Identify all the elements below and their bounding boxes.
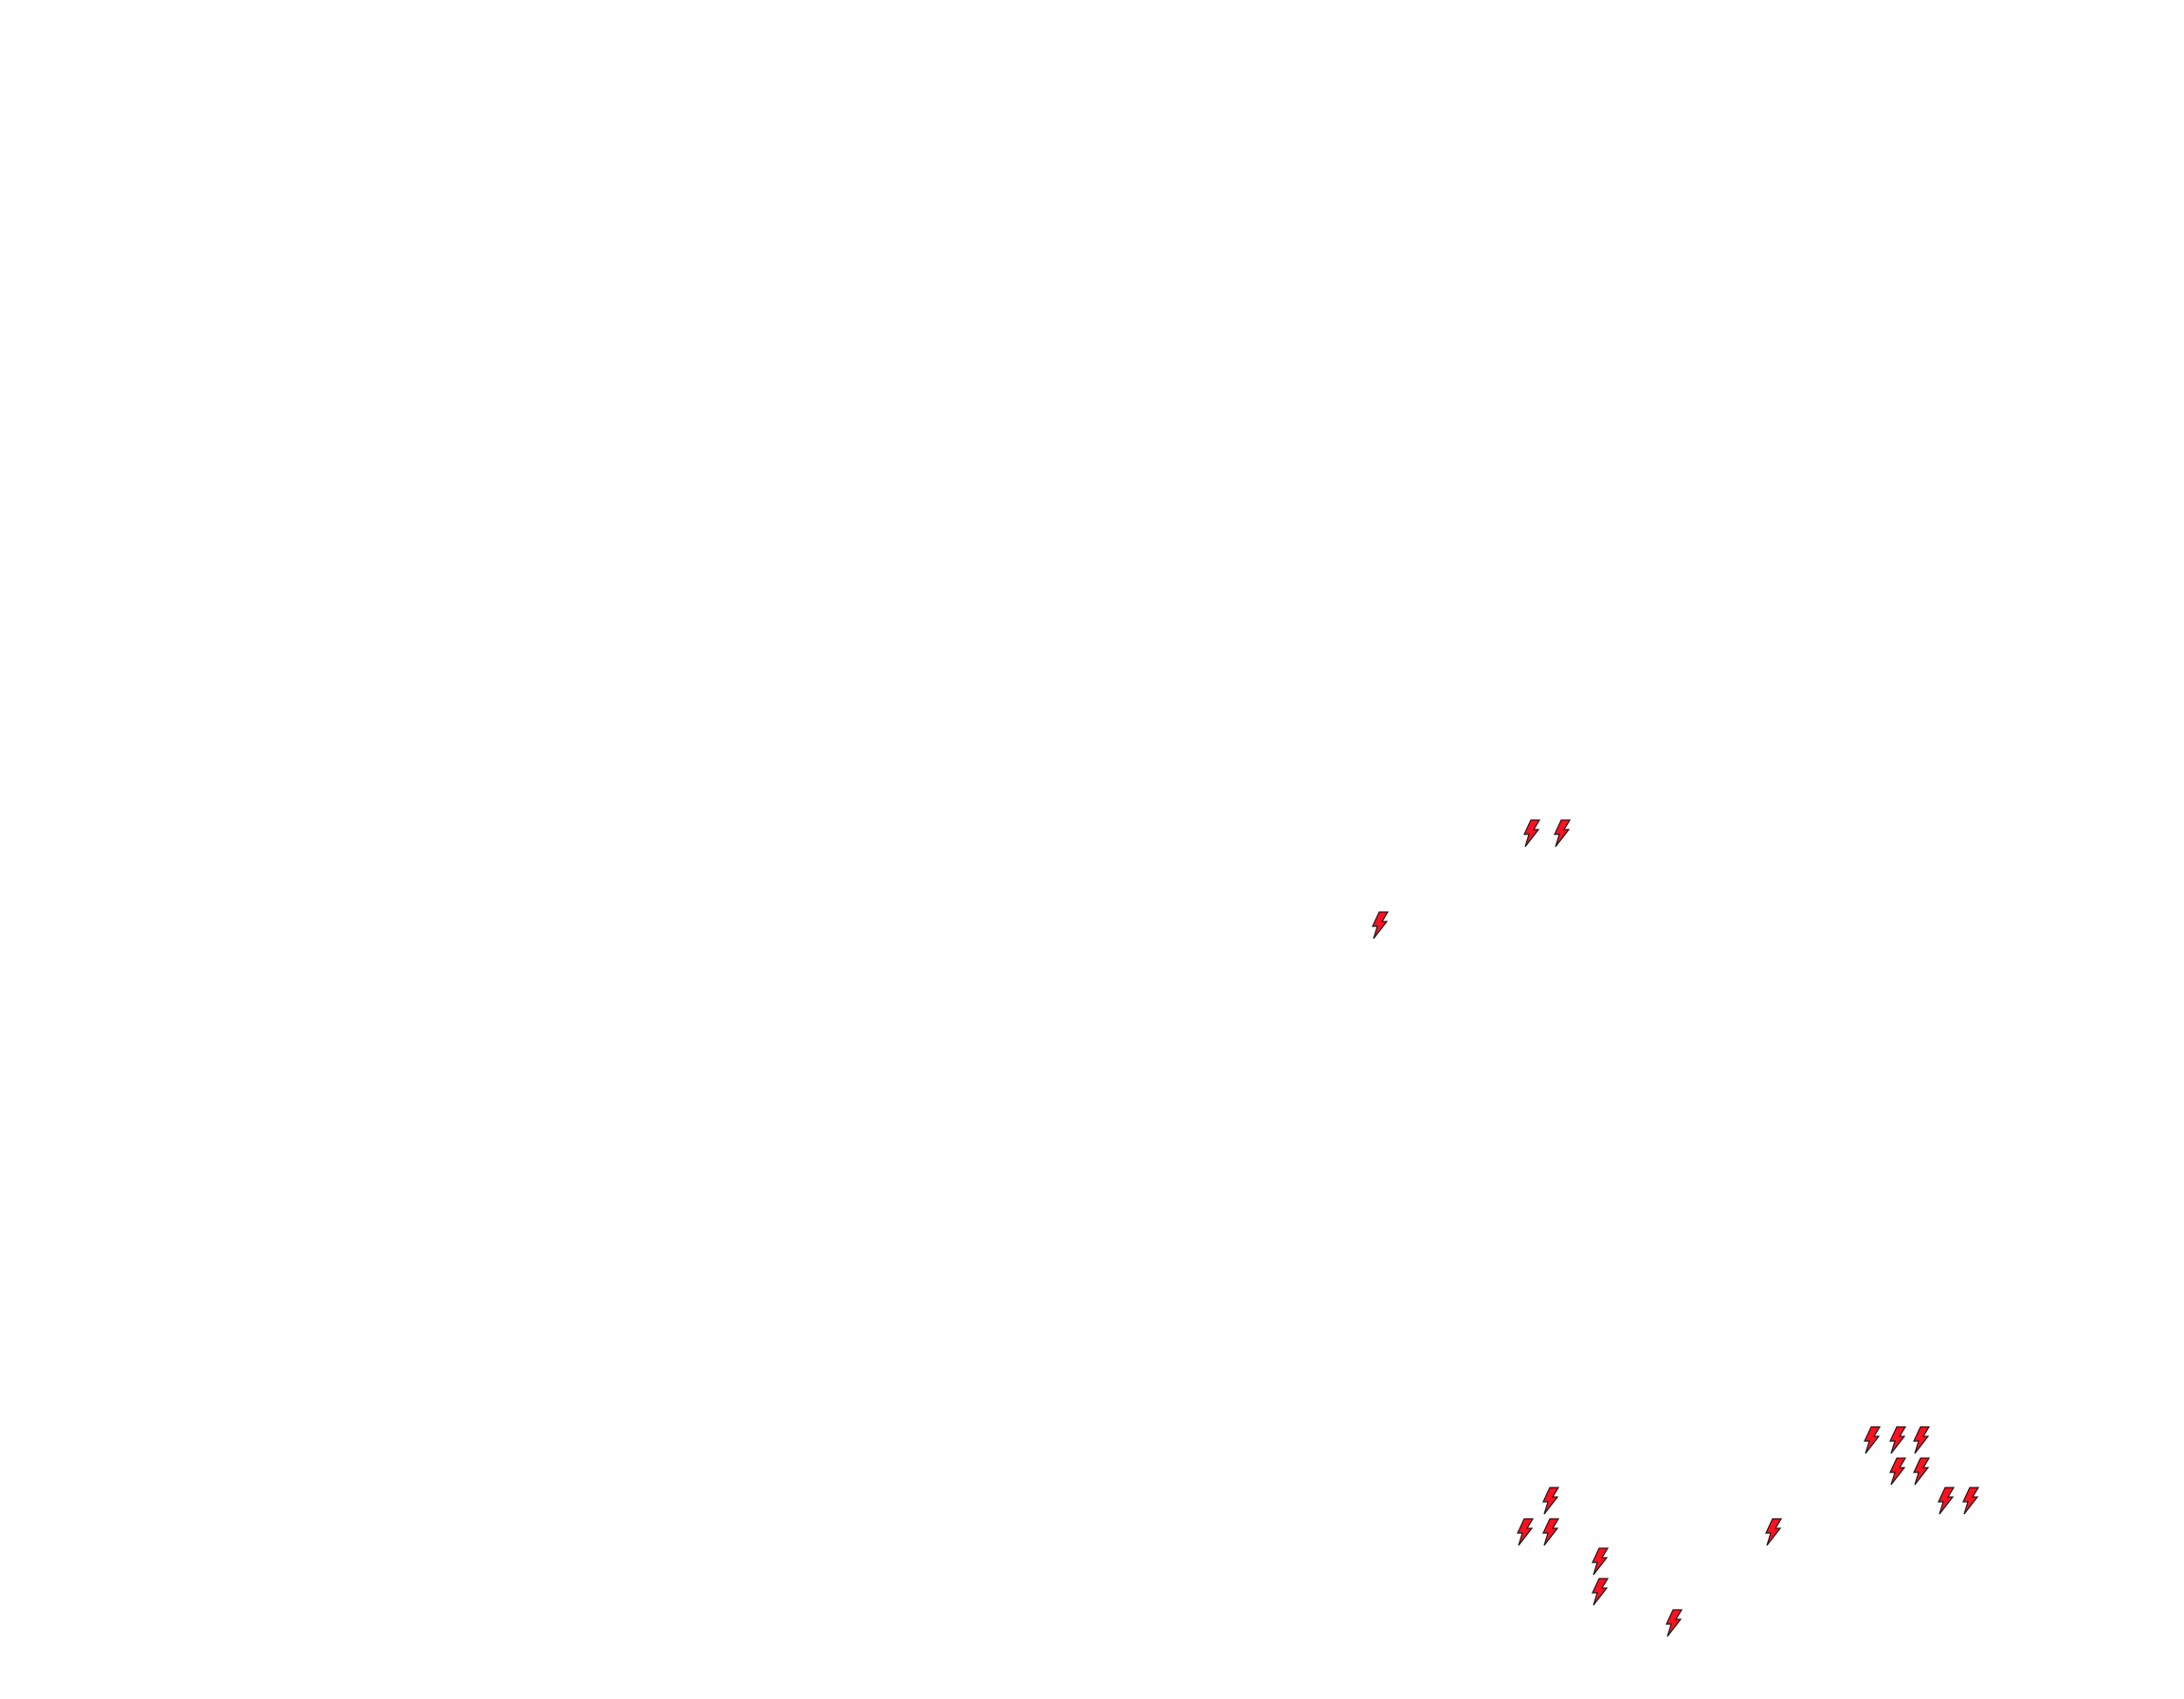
lightning-bolt-icon[interactable]: [1962, 1487, 1979, 1515]
lightning-bolt-icon[interactable]: [1765, 1518, 1782, 1546]
lightning-bolt-icon[interactable]: [1913, 1426, 1930, 1454]
lightning-bolt-icon[interactable]: [1864, 1426, 1881, 1454]
lightning-bolt-icon[interactable]: [1913, 1457, 1930, 1486]
lightning-bolt-icon[interactable]: [1542, 1518, 1559, 1546]
lightning-bolt-icon[interactable]: [1517, 1518, 1534, 1546]
lightning-bolt-icon[interactable]: [1372, 911, 1389, 940]
lightning-bolt-icon[interactable]: [1542, 1487, 1559, 1515]
lightning-bolt-icon[interactable]: [1889, 1426, 1906, 1454]
lightning-bolt-icon[interactable]: [1665, 1609, 1683, 1637]
lightning-bolt-icon[interactable]: [1938, 1487, 1955, 1515]
lightning-bolt-icon[interactable]: [1592, 1547, 1609, 1576]
lightning-bolt-icon[interactable]: [1889, 1457, 1906, 1486]
lightning-bolt-icon[interactable]: [1592, 1578, 1609, 1606]
lightning-bolt-icon[interactable]: [1554, 819, 1571, 848]
lightning-bolt-icon[interactable]: [1523, 819, 1540, 848]
